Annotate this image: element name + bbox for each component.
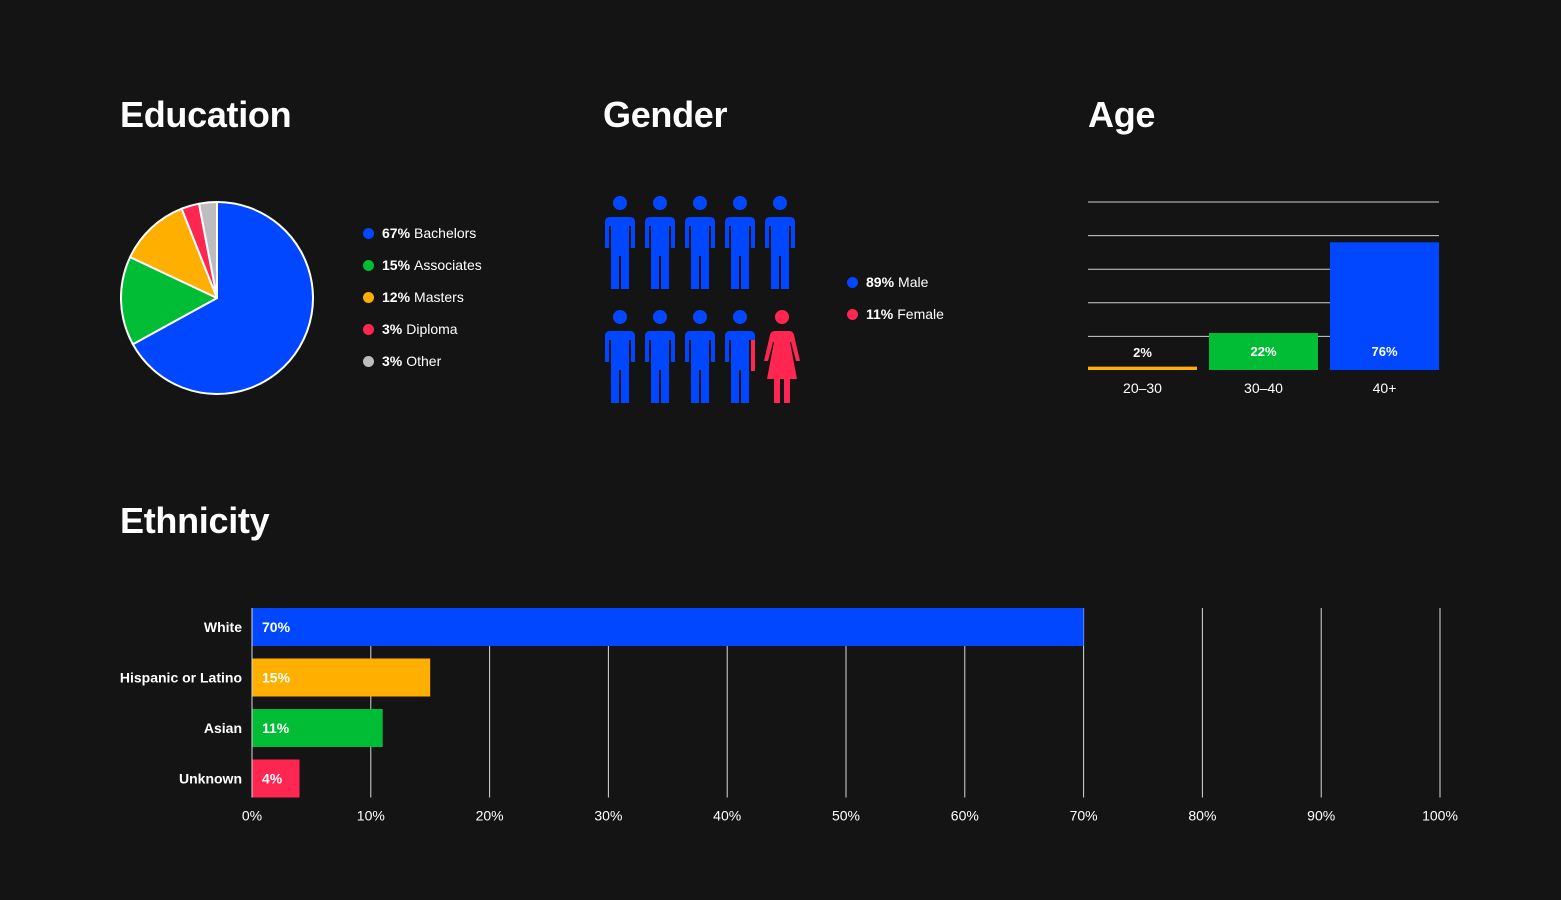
ethnicity-category-label: Unknown xyxy=(179,771,242,787)
legend-item-female: 11% Female xyxy=(847,298,944,330)
legend-dot xyxy=(363,355,374,367)
male-person-icon xyxy=(725,196,755,289)
gender-title: Gender xyxy=(603,94,728,135)
legend-dot xyxy=(363,323,374,335)
male-person-icon xyxy=(765,196,795,289)
male-person-icon xyxy=(605,310,635,403)
age-bar-chart: 2% 20–30 22% 30–40 76% 40+ xyxy=(1088,201,1439,396)
male-person-icon xyxy=(645,196,675,289)
legend-value: 3% xyxy=(382,321,403,337)
ethnicity-value-label: 70% xyxy=(262,619,291,635)
legend-value: 89% xyxy=(866,274,895,290)
legend-dot xyxy=(847,308,858,320)
ethnicity-title: Ethnicity xyxy=(120,500,270,541)
legend-item-diploma: 3% Diploma xyxy=(363,313,482,345)
legend-label: Diploma xyxy=(406,321,458,337)
ethnicity-bar-chart: 0% 10% 20% 30% 40% 50% 60% 70% 80% 90% 100% 70% Whit… xyxy=(120,608,1458,824)
legend-label: Masters xyxy=(414,289,464,305)
legend-item-masters: 12% Masters xyxy=(363,281,482,313)
legend-item-other: 3% Other xyxy=(363,345,482,377)
legend-label: Associates xyxy=(414,257,482,273)
x-tick-label: 40% xyxy=(713,808,741,824)
ethnicity-value-label: 15% xyxy=(262,670,291,686)
age-category-label: 30–40 xyxy=(1244,380,1283,396)
legend-dot xyxy=(363,259,374,271)
legend-value: 15% xyxy=(382,257,411,273)
legend-label: Bachelors xyxy=(414,225,477,241)
male-person-icon xyxy=(685,196,715,289)
age-bar-1 xyxy=(1209,333,1318,370)
legend-dot xyxy=(847,276,858,288)
male-person-icon xyxy=(605,196,635,289)
x-tick-label: 20% xyxy=(476,808,504,824)
partial-female-fill xyxy=(751,340,755,371)
legend-item-associates: 15% Associates xyxy=(363,249,482,281)
x-tick-label: 30% xyxy=(594,808,622,824)
x-tick-label: 10% xyxy=(357,808,385,824)
pie-slice-bachelors xyxy=(131,201,314,395)
legend-label: Male xyxy=(898,274,929,290)
x-tick-label: 0% xyxy=(242,808,262,824)
gender-pictogram xyxy=(605,196,800,403)
ethnicity-value-label: 11% xyxy=(262,720,290,736)
age-value-label: 76% xyxy=(1371,344,1397,359)
age-value-label: 2% xyxy=(1133,345,1152,360)
ethnicity-value-label: 4% xyxy=(262,771,283,787)
x-tick-label: 70% xyxy=(1070,808,1098,824)
ethnicity-category-label: Hispanic or Latino xyxy=(120,670,242,686)
legend-value: 11% xyxy=(866,306,894,322)
male-person-icon xyxy=(685,310,715,403)
age-bar-2 xyxy=(1330,242,1439,370)
age-category-label: 40+ xyxy=(1373,380,1397,396)
pie-slice-associates xyxy=(120,256,218,346)
ethnicity-bar-asian xyxy=(252,709,383,747)
legend-value: 67% xyxy=(382,225,411,241)
legend-label: Female xyxy=(897,306,944,322)
legend-value: 3% xyxy=(382,353,403,369)
age-category-label: 20–30 xyxy=(1123,380,1162,396)
legend-item-male: 89% Male xyxy=(847,266,944,298)
male-person-icon xyxy=(725,310,755,403)
age-value-label: 22% xyxy=(1250,344,1276,359)
female-person-icon xyxy=(764,310,800,403)
x-tick-label: 80% xyxy=(1188,808,1216,824)
x-tick-label: 90% xyxy=(1307,808,1335,824)
legend-value: 12% xyxy=(382,289,411,305)
age-bar-0 xyxy=(1088,366,1197,370)
education-legend: 67% Bachelors 15% Associates 12% Masters… xyxy=(363,217,482,377)
x-tick-label: 50% xyxy=(832,808,860,824)
gender-legend: 89% Male 11% Female xyxy=(847,266,944,330)
ethnicity-category-label: White xyxy=(204,619,242,635)
ethnicity-category-label: Asian xyxy=(204,720,242,736)
pie-slice-masters xyxy=(129,207,218,299)
education-title: Education xyxy=(120,94,292,135)
legend-dot xyxy=(363,227,374,239)
x-tick-label: 100% xyxy=(1422,808,1458,824)
male-person-icon xyxy=(645,310,675,403)
x-tick-label: 60% xyxy=(951,808,979,824)
ethnicity-bar-white xyxy=(252,608,1084,646)
ethnicity-bar-unknown xyxy=(252,759,300,798)
age-title: Age xyxy=(1088,94,1156,135)
pie-slice-other xyxy=(198,201,218,299)
education-pie-chart xyxy=(120,201,314,395)
legend-dot xyxy=(363,291,374,303)
legend-label: Other xyxy=(406,353,442,369)
legend-item-bachelors: 67% Bachelors xyxy=(363,217,482,249)
ethnicity-bar-hispanic-or-latino xyxy=(252,658,431,697)
